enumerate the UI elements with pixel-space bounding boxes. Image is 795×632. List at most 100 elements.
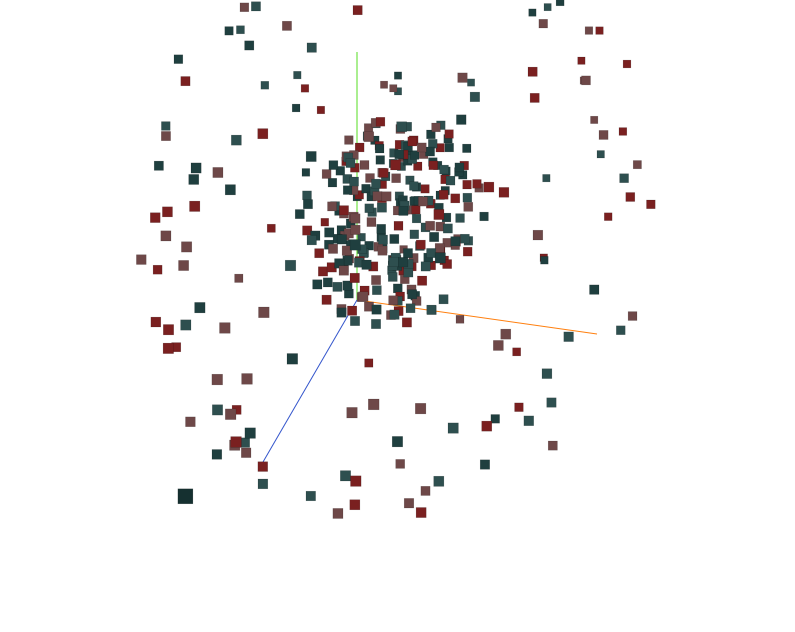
scatter-point [161, 131, 171, 141]
scatter-point [244, 40, 255, 51]
scatter-point [523, 415, 534, 426]
scatter-point [305, 151, 317, 162]
scatter-point [403, 498, 415, 509]
scatter-point [388, 295, 399, 306]
scatter-point [546, 397, 557, 408]
scatter-point [450, 236, 461, 247]
scatter-point [162, 342, 174, 354]
scatter-point [358, 291, 369, 302]
scatter-point [598, 130, 609, 140]
scatter-point [163, 324, 174, 336]
scatter-point [294, 209, 305, 219]
scatter-point [361, 184, 371, 194]
scatter-point [320, 218, 329, 227]
scatter-point [434, 252, 446, 264]
scatter-point [538, 19, 548, 29]
scatter-point [387, 272, 398, 282]
scatter-point [219, 322, 231, 334]
scatter-point [389, 309, 400, 320]
scatter-point [352, 5, 363, 16]
scatter-point [394, 149, 405, 160]
scatter-point [393, 283, 403, 294]
scatter-point [604, 212, 613, 221]
scatter-point [395, 459, 405, 469]
scatter-point [444, 129, 454, 139]
scatter-point [403, 248, 413, 259]
scatter-point [346, 407, 358, 419]
scatter-point [420, 486, 431, 496]
scatter-point [401, 317, 412, 328]
scatter-point [632, 160, 642, 170]
scatter-point [180, 76, 191, 87]
scatter-point [403, 267, 414, 278]
scatter-point [349, 176, 359, 187]
scatter-point [543, 3, 552, 12]
scatter-point [619, 173, 629, 183]
scatter-point [375, 117, 386, 127]
scatter-point [433, 475, 445, 487]
scatter-point [345, 158, 356, 168]
scatter-point [490, 414, 500, 424]
scatter-point [314, 248, 325, 259]
scatter-point [153, 160, 164, 171]
scatter-point [160, 230, 172, 242]
scatter-point [434, 243, 445, 253]
scatter-point [178, 260, 189, 271]
scatter-point [426, 304, 437, 315]
scatter-point [324, 227, 335, 238]
scatter-point [396, 121, 407, 133]
scatter-point [479, 459, 490, 470]
scatter-point [547, 440, 558, 451]
scatter-point [364, 358, 374, 368]
scatter-point [627, 311, 638, 321]
scatter-point [433, 209, 445, 220]
scatter-point [462, 192, 473, 203]
scatter-point [350, 213, 361, 224]
scatter-point [374, 143, 385, 154]
scatter-point [462, 246, 473, 257]
scatter-point [512, 347, 521, 357]
scatter-point [388, 256, 399, 267]
scatter-point [350, 316, 360, 326]
scatter-point [332, 281, 343, 292]
scatter-point [359, 160, 370, 170]
scatter-point [376, 202, 387, 213]
scatter-point [418, 196, 428, 207]
scatter-point [444, 142, 454, 153]
scatter-point [389, 234, 400, 244]
scatter-point [286, 353, 298, 365]
scatter-point [350, 475, 362, 487]
scatter-point [581, 75, 591, 86]
scatter-point [173, 54, 184, 64]
scatter-point [335, 166, 345, 176]
scatter-point [371, 304, 382, 315]
scatter-point [590, 115, 599, 124]
scatter-point [336, 234, 347, 245]
scatter-point [411, 205, 421, 215]
scatter-point [189, 200, 201, 212]
scatter-point [622, 59, 632, 69]
scatter-point [342, 280, 353, 291]
scatter-point [194, 302, 206, 314]
scatter-point [462, 180, 472, 190]
scatter-point [342, 185, 353, 195]
scatter-point [450, 193, 461, 204]
scatter-point [407, 136, 418, 147]
scatter-point [340, 470, 351, 482]
scatter-point [456, 114, 467, 125]
scatter-point [241, 447, 252, 458]
scatter-point [455, 213, 465, 223]
scatter-point [302, 225, 313, 236]
scatter-point [416, 142, 427, 153]
scatter-point [338, 205, 349, 216]
scatter-point [469, 91, 480, 102]
scatter-point [244, 427, 256, 439]
scatter-point [618, 127, 628, 136]
x-axis-line [356, 299, 598, 335]
scatter-point [212, 167, 224, 178]
scatter-point [303, 199, 313, 210]
scatter-point [555, 0, 565, 7]
scatter-point [529, 93, 540, 103]
